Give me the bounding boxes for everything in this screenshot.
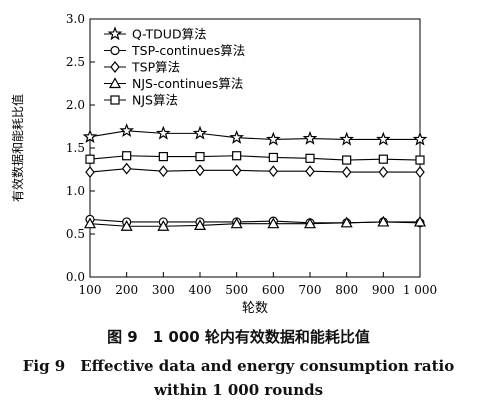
data-point: [341, 166, 352, 179]
line-chart: 0.0 0.5 1.0 1.5 2.0 2.5 3.0 100 200 300 400 500 600 7…: [10, 12, 437, 316]
data-point: [305, 165, 315, 178]
y-tick-label: 1.5: [66, 141, 85, 155]
data-point: [121, 162, 132, 175]
legend-marker: [110, 45, 120, 56]
x-tick-label: 600: [262, 283, 285, 297]
x-tick-label: 300: [152, 283, 175, 297]
data-point: [378, 166, 389, 179]
data-point: [83, 217, 97, 229]
x-tick-label: 900: [372, 283, 395, 297]
y-tick-label: 0.5: [66, 227, 85, 241]
data-point: [415, 155, 425, 165]
data-point: [231, 164, 242, 177]
data-point: [85, 154, 95, 164]
legend-marker: [110, 95, 120, 105]
data-point: [378, 154, 388, 164]
x-tick-label: 200: [115, 283, 138, 297]
data-point: [230, 217, 243, 229]
figure-caption-english-line1: Fig 9 Effective data and energy consumpt…: [22, 357, 455, 375]
data-point: [232, 151, 242, 161]
legend-entry: NJS算法: [132, 93, 178, 108]
series-line-4: [89, 221, 420, 227]
data-point: [156, 125, 171, 140]
legend-entry: TSP-continues算法: [131, 43, 245, 58]
data-point: [415, 166, 425, 179]
y-tick-label: 1.0: [66, 184, 85, 198]
data-point: [157, 220, 170, 231]
figure-caption-chinese: 图 9 1 000 轮内有效数据和能耗比值: [107, 328, 370, 346]
x-tick-label: 700: [299, 283, 322, 297]
series-line-1: [89, 130, 420, 140]
y-axis-label: 有效数据和能耗比值: [10, 94, 25, 202]
series-line-5: [89, 155, 421, 161]
data-point: [266, 131, 281, 146]
data-point: [268, 152, 278, 163]
data-point: [412, 131, 428, 146]
legend-entry: TSP算法: [131, 60, 180, 75]
legend-marker: [107, 26, 123, 41]
figure-caption-english-line2: within 1 000 rounds: [153, 381, 324, 399]
data-point: [376, 131, 391, 146]
data-point: [267, 217, 280, 229]
y-tick-label: 3.0: [66, 12, 85, 26]
data-point: [195, 152, 205, 162]
data-point: [193, 219, 207, 230]
data-point: [377, 215, 390, 227]
legend-entry: NJS-continues算法: [132, 76, 243, 91]
data-point: [195, 164, 205, 177]
legend-marker: [108, 77, 122, 89]
data-point: [268, 165, 279, 178]
data-point: [85, 166, 95, 179]
data-point: [302, 130, 318, 145]
data-point: [122, 151, 132, 161]
data-point: [119, 123, 134, 138]
data-point: [229, 129, 244, 144]
data-point: [339, 131, 354, 146]
data-point: [158, 152, 168, 162]
data-point: [342, 155, 352, 165]
legend-entry: Q-TDUD算法: [132, 27, 207, 42]
data-point: [192, 125, 208, 140]
series-line-3: [89, 168, 420, 173]
y-tick-label: 2.0: [66, 98, 85, 112]
x-tick-label: 1 000: [403, 283, 437, 297]
x-tick-label: 500: [225, 283, 248, 297]
x-tick-label: 100: [79, 283, 102, 297]
x-axis-label: 轮数: [242, 301, 268, 316]
y-tick-label: 0.0: [66, 270, 85, 284]
data-point: [305, 153, 315, 163]
data-point: [413, 215, 427, 227]
x-tick-label: 400: [189, 283, 212, 297]
data-point: [303, 217, 317, 229]
data-point: [158, 165, 169, 178]
data-point: [120, 220, 133, 231]
y-tick-label: 2.5: [66, 55, 85, 69]
data-point: [340, 216, 353, 228]
x-tick-label: 800: [335, 283, 358, 297]
data-point: [82, 129, 98, 144]
legend-marker: [110, 61, 120, 73]
